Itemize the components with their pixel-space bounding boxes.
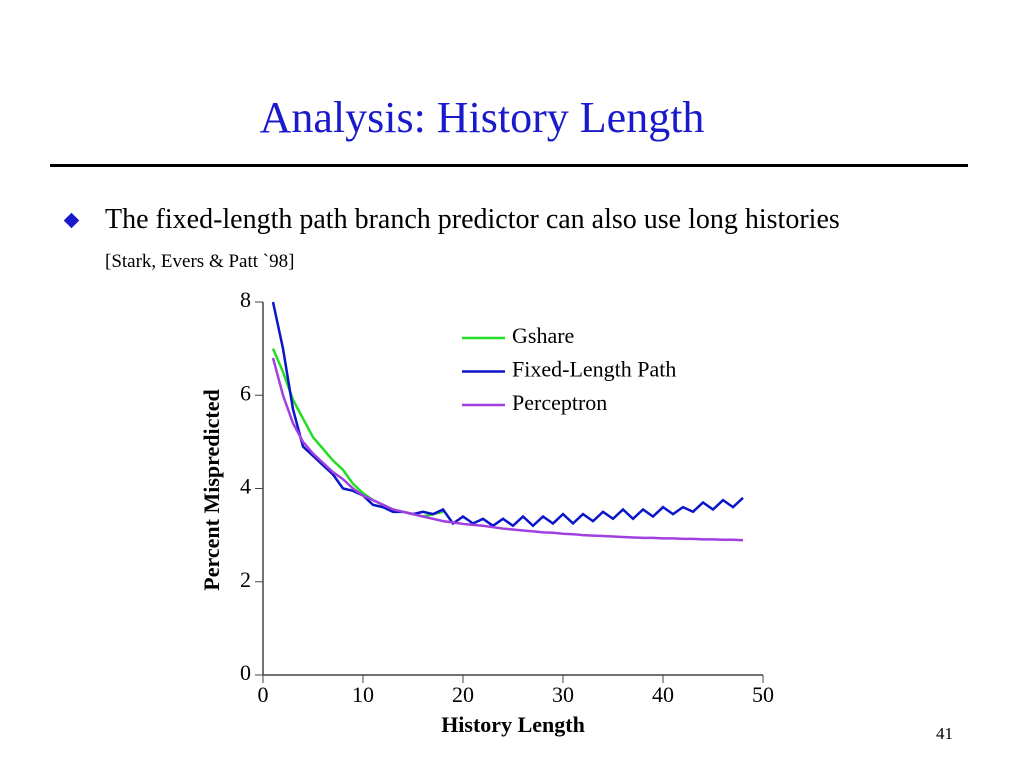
y-axis-label: Percent Mispredicted: [199, 389, 224, 590]
x-axis-label: History Length: [441, 712, 585, 737]
citation: [Stark, Evers & Patt `98]: [105, 251, 295, 272]
y-tick-label: 2: [240, 567, 251, 592]
bullet-text: The fixed-length path branch predictor c…: [105, 204, 840, 235]
x-tick-label: 40: [652, 682, 674, 707]
x-tick-label: 10: [352, 682, 374, 707]
page-number: 41: [936, 724, 953, 743]
legend-label: Fixed-Length Path: [512, 357, 676, 382]
x-tick-label: 20: [452, 682, 474, 707]
x-tick-label: 0: [258, 682, 269, 707]
y-tick-label: 8: [240, 287, 251, 312]
legend-label: Gshare: [512, 323, 574, 348]
y-tick-label: 0: [240, 660, 251, 685]
data-line: [271, 301, 744, 528]
y-tick-label: 6: [240, 380, 251, 405]
legend-label: Perceptron: [512, 390, 607, 415]
slide-title: Analysis: History Length: [259, 93, 705, 142]
y-tick-label: 4: [240, 474, 251, 499]
x-tick-label: 50: [752, 682, 774, 707]
data-line: [271, 357, 744, 542]
title-rule: [50, 164, 968, 167]
bullet-item: The fixed-length path branch predictor c…: [105, 200, 895, 281]
x-tick-label: 30: [552, 682, 574, 707]
